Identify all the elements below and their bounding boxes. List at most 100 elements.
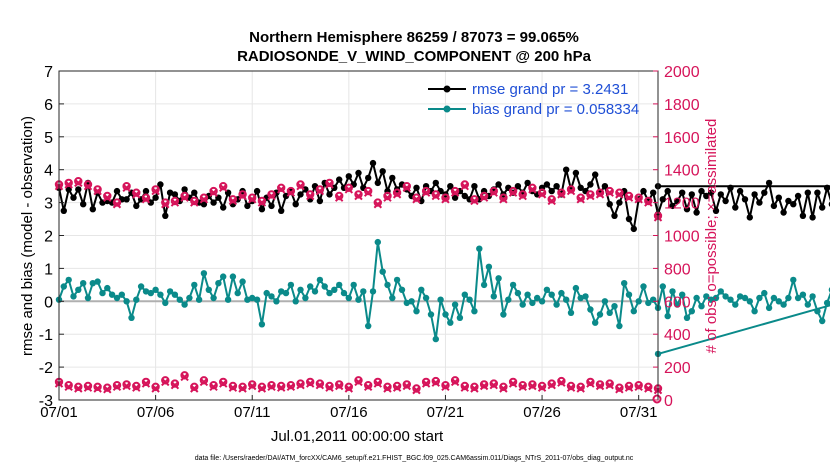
bias-point [736,293,744,300]
obs-assimilated-point [248,195,257,204]
obs-x-stroke [537,383,547,392]
obs-x-stroke [605,188,614,197]
rmse-point [765,179,773,187]
obs-x-stroke [421,379,431,388]
obs-possible-point [402,182,411,191]
obs-assimilated-point [141,379,151,388]
obs-x-stroke [412,385,421,395]
rmse-point [751,191,758,198]
obs-x-stroke [489,380,498,390]
obs-x-stroke [441,195,450,204]
obs-assimilated-point [624,193,634,202]
bias-point [437,296,444,303]
obs-possible-point [499,193,508,202]
obs-assimilated-point [325,180,334,189]
obs-possible-point [470,195,479,204]
x-tick-label: 07/11 [234,404,270,421]
obs-x-stroke [325,180,334,189]
obs-possible-point [161,198,170,207]
obs-possible-point [296,180,305,189]
rmse-point [379,168,386,175]
obs-x-stroke [499,384,508,393]
bias-point [679,291,686,298]
obs-possible-point [537,381,547,391]
obs-assimilated-point [190,384,199,393]
bias-point [447,319,454,326]
obs-possible-point [392,381,402,391]
obs-assimilated-point [74,384,83,393]
rmse-point [495,181,502,188]
bias-point [621,280,628,287]
rmse-point [669,202,676,210]
obs-possible-point [228,195,238,204]
obs-possible-point [595,380,605,389]
obs-assimilated-point [257,198,267,207]
obs-possible-point [103,191,112,201]
rmse-point [587,181,594,188]
obs-possible-point [103,383,112,392]
y2-tick-label: 1200 [664,196,700,213]
obs-x-stroke [141,195,151,204]
obs-assimilated-point [644,384,653,393]
rmse-point [553,183,560,190]
y2-tick-label: 2000 [664,64,700,81]
obs-assimilated-point [441,195,450,204]
obs-possible-point [248,380,257,389]
bias-point [142,288,150,295]
rmse-point [65,186,72,193]
obs-x-stroke [383,193,392,202]
bias-point [365,322,372,330]
obs-assimilated-point [470,196,479,206]
obs-x-stroke [219,379,228,388]
obs-assimilated-point [441,382,450,392]
obs-assimilated-point [190,198,199,207]
rmse-point [166,189,174,196]
rmse-point [577,184,584,191]
rmse-point [157,181,164,188]
obs-assimilated-point [219,183,228,193]
obs-assimilated-point [528,381,537,391]
left-axis: -3 -2 -1 0 1 2 3 4 5 6 7 [39,64,64,410]
x-tick-label: 07/26 [523,404,561,421]
bias-point [403,299,410,307]
rmse-point [514,183,522,190]
obs-assimilated-point [537,383,547,392]
obs-x-stroke [277,383,286,392]
bias-point [471,308,478,315]
bias-point [688,308,695,315]
obs-x-stroke [151,384,160,393]
obs-possible-point [286,381,296,390]
obs-possible-point [528,183,537,193]
rmse-point [563,166,570,173]
bias-point [384,281,391,289]
obs-x-stroke [354,191,363,201]
obs-possible-point [315,185,325,194]
bias-point [509,281,517,289]
rmse-point [688,191,695,198]
obs-assimilated-point [605,188,614,197]
bias-point [693,294,700,302]
rmse-point [113,187,121,195]
obs-assimilated-point [576,195,585,204]
bias-point [476,245,483,252]
x-tick-label: 07/06 [137,404,175,421]
obs-assimilated-point [315,186,325,196]
rmse-point [258,206,266,213]
rmse-point [659,196,666,203]
rmse-point [625,215,633,223]
obs-x-stroke [566,383,576,392]
obs-possible-point [170,379,180,388]
obs-x-stroke [576,384,585,393]
y2-tick-label: 800 [664,261,691,278]
obs-assimilated-point [209,382,218,392]
rmse-point [210,199,217,206]
obs-assimilated-point [305,191,315,201]
obs-assimilated-point [460,383,469,392]
rmse-point [761,189,768,196]
obs-possible-point [586,190,595,199]
bias-point [664,312,671,320]
obs-possible-point [112,381,122,390]
obs-assimilated-point [460,181,469,191]
obs-possible-point [238,190,247,199]
obs-assimilated-point [392,383,402,392]
